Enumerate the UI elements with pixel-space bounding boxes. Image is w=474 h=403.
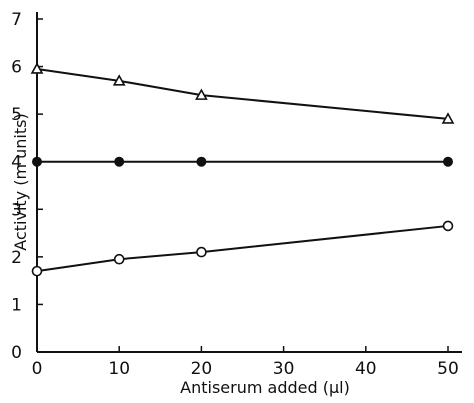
data-point-triangle (441, 112, 455, 124)
x-ticks: 0 10 20 30 40 50 (32, 346, 459, 379)
series-2 (31, 220, 454, 277)
data-point-open-circle (31, 265, 43, 277)
data-point-triangle (112, 74, 126, 86)
series-line (36, 224, 449, 273)
series-1 (32, 156, 453, 167)
x-tick-label: 10 (108, 359, 130, 379)
data-point-filled-circle (114, 156, 125, 167)
series-line (36, 67, 449, 120)
x-tick-label: 0 (32, 359, 43, 379)
data-point-filled-circle (196, 156, 207, 167)
y-tick-label: 0 (11, 343, 22, 363)
series-layer (30, 62, 455, 277)
y-ticks: 0 1 2 3 4 5 6 7 (11, 10, 43, 363)
y-tick-label: 1 (11, 295, 22, 315)
y-tick-label: 2 (11, 248, 22, 268)
x-tick-label: 30 (273, 359, 295, 379)
series-0 (30, 62, 455, 124)
y-tick-label: 5 (11, 105, 22, 125)
y-tick-label: 7 (11, 10, 22, 30)
x-axis-title: Antiserum added (µl) (180, 378, 350, 397)
data-point-triangle (195, 88, 208, 100)
y-tick-label: 6 (11, 58, 22, 78)
y-tick-label: 3 (11, 200, 22, 220)
data-point-filled-circle (443, 156, 453, 167)
data-point-open-circle (196, 246, 207, 258)
data-point-open-circle (442, 220, 454, 232)
x-tick-label: 40 (355, 359, 377, 379)
data-point-triangle (30, 62, 44, 74)
y-tick-label: 4 (11, 153, 22, 173)
y-axis-title: Activity (m units) (11, 113, 30, 250)
x-tick-label: 20 (191, 359, 213, 379)
x-tick-label: 50 (437, 359, 459, 379)
data-point-filled-circle (32, 156, 42, 167)
data-point-open-circle (113, 253, 125, 265)
